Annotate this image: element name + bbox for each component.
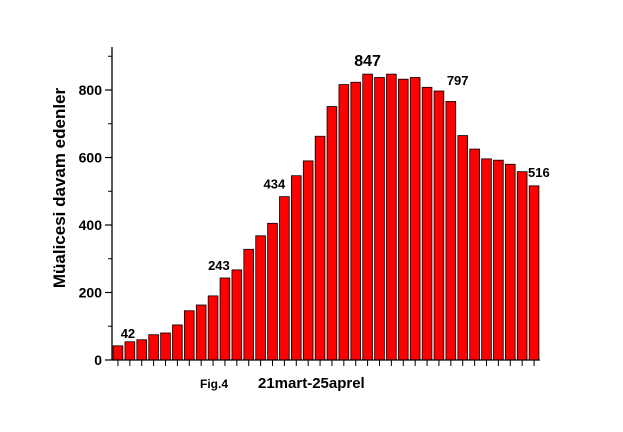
bar: [516, 171, 528, 361]
bar: [528, 185, 540, 361]
bar: [481, 158, 492, 361]
data-label: 797: [447, 73, 469, 88]
bar: [243, 248, 255, 361]
bar: [433, 90, 445, 361]
y-tick-label: 600: [79, 150, 103, 166]
axes: [111, 47, 540, 361]
bar: [374, 77, 385, 361]
bar: [112, 345, 124, 361]
y-tick-label: 800: [79, 82, 103, 98]
bar: [338, 84, 350, 361]
bar: [397, 78, 409, 361]
y-tick-label: 0: [94, 352, 102, 368]
bar: [409, 77, 421, 361]
bar: [219, 277, 231, 361]
bar: [493, 159, 504, 361]
bar: [124, 341, 136, 361]
bar: [290, 175, 302, 361]
y-tick-label: 200: [79, 285, 103, 301]
data-label: 847: [354, 53, 381, 70]
bar: [326, 106, 338, 361]
data-label: 243: [208, 258, 230, 273]
y-tick-label: 400: [79, 217, 103, 233]
ticks: 0 200 400 600 800: [79, 55, 535, 368]
bar: [504, 163, 516, 361]
bar: [160, 332, 171, 361]
bar: [279, 196, 290, 361]
bar: [314, 135, 326, 361]
bar: [267, 222, 278, 361]
bar: [183, 310, 195, 361]
figure-label: Fig.4: [200, 377, 228, 391]
bar: [350, 81, 362, 361]
bar: [386, 73, 397, 361]
x-axis-label: 21mart-25aprel: [258, 375, 365, 392]
bar: [195, 304, 207, 361]
bar: [457, 135, 469, 361]
data-labels: 42 243 434 847 797 516: [121, 53, 550, 341]
bar: [302, 160, 314, 361]
bar: [172, 324, 183, 361]
data-label: 42: [121, 326, 135, 341]
bar: [207, 295, 219, 361]
bar: [136, 339, 148, 361]
bar: [362, 73, 373, 361]
bar: [445, 101, 457, 361]
bar: [421, 86, 433, 361]
data-label: 434: [264, 177, 286, 192]
bar: [469, 148, 480, 361]
data-label: 516: [528, 165, 550, 180]
bar: [148, 334, 159, 361]
bar: [255, 235, 266, 361]
bars: [112, 73, 540, 361]
bar: [231, 269, 243, 361]
y-axis-label: Müalicesi davam edenler: [50, 87, 69, 288]
